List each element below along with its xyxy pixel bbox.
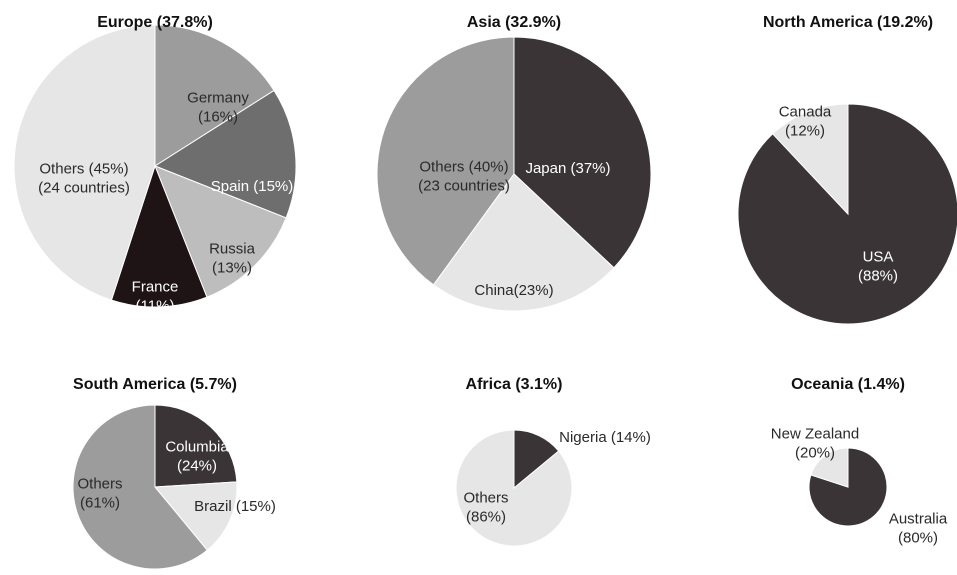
pie-slice-france [110,164,208,308]
slice-label-others: Others (61%) [77,476,122,512]
slice-label-others: Others (45%) (24 countries) [38,161,130,197]
slice-label-nigeria: Nigeria (14%) [559,429,651,446]
slice-label-australia: Australia (80%) [889,511,948,547]
pie-south-america: Columbia (24%) Brazil (15%) Others (61%) Sout… [72,376,276,570]
pie-title-south-america: South America (5.7%) [73,376,237,393]
pie-asia: Japan (37%) China(23%) Others (40%) (23 cou… [376,14,652,312]
slice-label-china: China(23%) [474,282,553,299]
slice-label-germany: Germany (16%) [187,90,249,126]
slice-label-new-zealand: New Zealand (20%) [771,426,859,462]
pie-slice-brazil [153,481,238,551]
slice-label-others: Others (86%) [463,490,508,526]
pie-slice-new-zealand [810,447,849,488]
slice-label-spain: Spain (15%) [211,178,294,195]
pie-slice-russia [154,165,287,298]
pie-slice-columbia [154,404,238,488]
pie-slice-nigeria [513,429,560,490]
slice-label-canada: Canada (12%) [779,104,832,140]
pie-north-america: USA (88%) Canada (12%) North America (19.2%) [737,14,957,325]
pie-title-europe: Europe (37.8%) [97,14,213,31]
pie-oceania: Australia (80%) New Zealand (20%) Oceania (1… [771,376,948,547]
pie-slice-germany [154,24,275,167]
pie-title-oceania: Oceania (1.4%) [791,376,905,393]
pie-slice-spain [153,89,297,219]
pie-slice-others [376,36,515,286]
slice-label-russia: Russia (13%) [209,241,256,277]
slice-label-others: Others (40%) (23 countries) [418,159,510,195]
pie-europe: Germany (16%) Spain (15%) Russia (13%) France… [13,14,297,315]
slice-label-france: France (11%) [132,279,179,315]
pie-title-north-america: North America (19.2%) [763,14,933,31]
slice-label-brazil: Brazil (15%) [194,498,276,515]
pie-africa: Nigeria (14%) Others (86%) Africa (3.1%) [455,376,651,547]
pie-slice-others [455,429,573,547]
pie-title-asia: Asia (32.9%) [467,14,561,31]
pie-slice-others [72,404,208,570]
pie-title-africa: Africa (3.1%) [466,376,563,393]
slice-label-usa: USA (88%) [858,249,898,285]
pie-slice-china [432,173,615,312]
pie-slice-japan [513,36,652,269]
slice-label-japan: Japan (37%) [525,160,610,177]
pie-slice-others [13,24,156,301]
slice-label-columbia: Columbia (24%) [165,439,229,475]
pie-slice-canada [771,103,849,216]
